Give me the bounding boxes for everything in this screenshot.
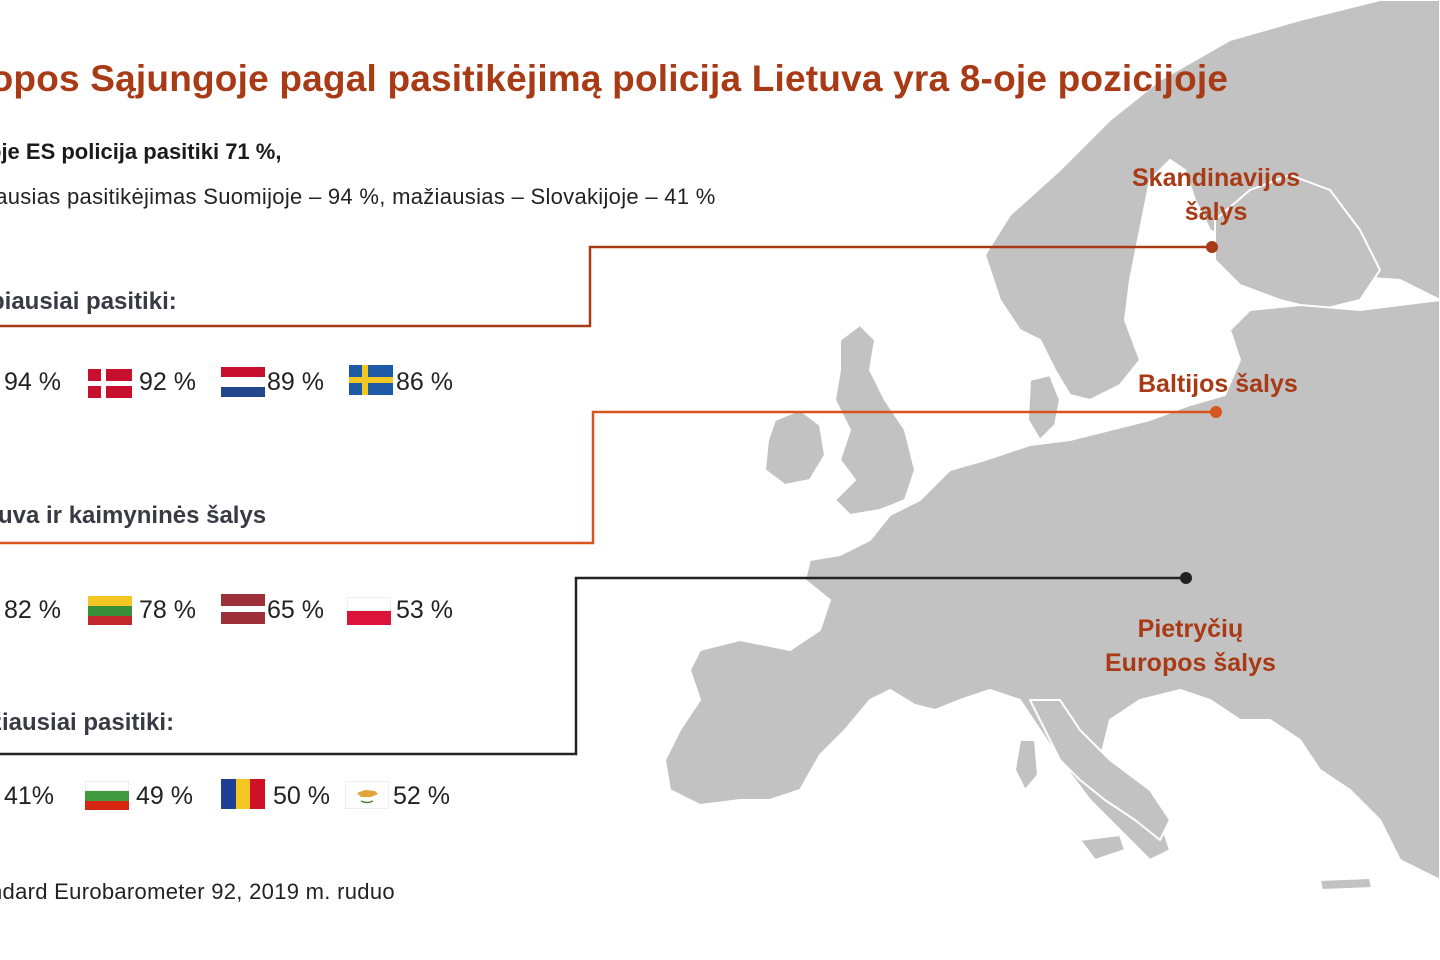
source-note: ndard Eurobarometer 92, 2019 m. ruduo <box>0 879 395 904</box>
lithuania-flag <box>88 596 132 625</box>
value-bulgaria: 49 % <box>136 782 193 810</box>
value-latvia: 65 % <box>267 596 324 624</box>
region-label-baltic: Baltijos šalys <box>1138 367 1298 401</box>
value-netherlands: 89 % <box>267 368 324 396</box>
denmark-landmass <box>1027 374 1061 441</box>
sardinia-landmass <box>1014 739 1039 791</box>
value-romania: 50 % <box>273 782 330 810</box>
latvia-flag <box>221 594 265 624</box>
section-heading-lithuania-neighbors: tuva ir kaimyninės šalys <box>0 502 267 529</box>
poland-flag <box>347 597 391 625</box>
value-estonia: 82 % <box>4 596 61 624</box>
value-finland: 94 % <box>4 368 61 396</box>
mainland-landmass <box>664 299 1440 881</box>
ireland-landmass <box>764 409 826 486</box>
finland-landmass <box>1214 174 1381 311</box>
baltic-connector-line <box>0 410 1216 545</box>
region-label-line: Europos šalys <box>1105 649 1276 677</box>
southeast-dot <box>1180 572 1192 584</box>
romania-flag <box>221 779 265 809</box>
sicily-landmass <box>1079 834 1126 861</box>
region-label-line: šalys <box>1184 198 1248 226</box>
italy-landmass <box>1029 699 1171 841</box>
scandinavia-landmass <box>984 0 1440 401</box>
denmark-flag <box>88 369 132 398</box>
value-slovakia: 41% <box>4 782 55 810</box>
value-sweden: 86 % <box>396 368 453 396</box>
scandinavia-dot <box>1206 241 1218 253</box>
region-label-line: Pietryčių <box>1137 615 1244 643</box>
netherlands-flag <box>221 367 265 397</box>
section-heading-top-trust: piausiai pasitiki: <box>0 288 177 315</box>
region-label-scandinavia: Skandinavijos šalys <box>1132 161 1300 229</box>
crete-landmass <box>1319 877 1373 891</box>
highest-lowest-text: iausias pasitikėjimas Suomijoje – 94 %, … <box>0 184 716 209</box>
southeast-connector-line <box>0 576 1186 756</box>
eu-average-text: oje ES policija pasitiki 71 %, <box>0 139 282 164</box>
value-poland: 53 % <box>396 596 453 624</box>
value-lithuania: 78 % <box>139 596 196 624</box>
baltic-dot <box>1210 406 1222 418</box>
region-label-line: Baltijos šalys <box>1138 370 1298 398</box>
bulgaria-flag <box>85 781 129 810</box>
region-label-line: Skandinavijos <box>1132 164 1301 192</box>
region-label-southeast: Pietryčių Europos šalys <box>1105 612 1276 680</box>
great-britain-landmass <box>834 324 916 516</box>
value-denmark: 92 % <box>139 368 196 396</box>
section-heading-lowest-trust: žiausiai pasitiki: <box>0 709 175 736</box>
sweden-flag <box>349 365 393 395</box>
cyprus-flag <box>345 781 389 809</box>
page-title: ropos Sąjungoje pagal pasitikėjimą polic… <box>0 58 1229 99</box>
scandinavia-connector-line <box>0 245 1212 328</box>
value-cyprus: 52 % <box>393 782 450 810</box>
